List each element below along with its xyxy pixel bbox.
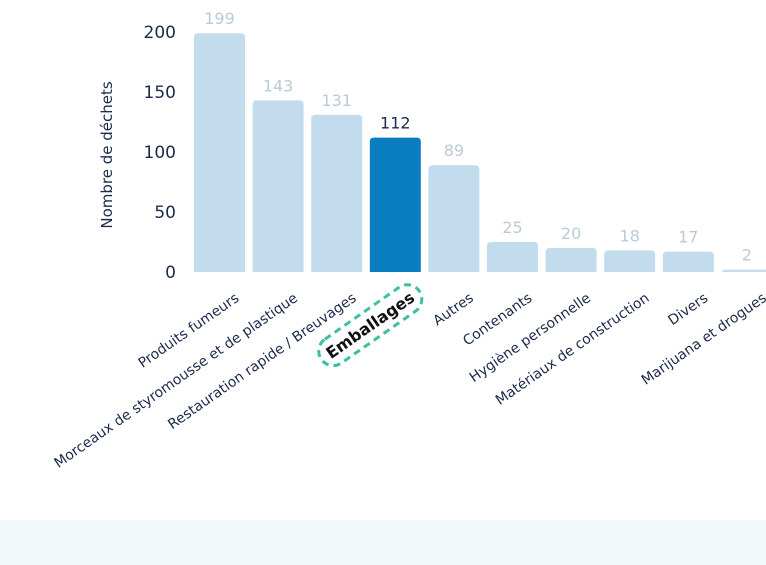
- category-label-group: Divers: [665, 290, 711, 329]
- category-label: Autres: [430, 290, 476, 329]
- category-label: Produits fumeurs: [136, 290, 243, 371]
- bar: [428, 165, 480, 272]
- category-label: Morceaux de styromousse et de plastique: [51, 290, 300, 471]
- data-label: 131: [321, 91, 352, 110]
- bar: [252, 100, 304, 273]
- category-label-group: Autres: [430, 290, 476, 329]
- y-tick-label: 200: [144, 23, 176, 43]
- data-labels: 199 143 131 112 89 25 20 18 17 2: [204, 9, 752, 264]
- bar: [311, 114, 363, 272]
- highlight-outline: [317, 283, 424, 368]
- bars: [194, 33, 766, 274]
- bar: [721, 269, 766, 274]
- data-label: 20: [561, 224, 581, 243]
- bar: [604, 250, 656, 272]
- data-label: 199: [204, 9, 235, 28]
- y-tick-label: 150: [144, 83, 176, 103]
- data-label: 112: [380, 114, 411, 133]
- highlighted-category: Emballages: [317, 283, 424, 368]
- bar: [487, 242, 538, 272]
- y-tick-label: 50: [154, 203, 176, 223]
- bar: [194, 33, 245, 273]
- category-label-group: Produits fumeurs: [136, 290, 243, 371]
- data-label: 17: [678, 228, 698, 247]
- footer-band: [0, 520, 766, 565]
- data-label: 18: [620, 226, 640, 245]
- data-label: 25: [502, 218, 522, 237]
- data-label: 89: [444, 141, 464, 160]
- data-label: 2: [742, 246, 752, 265]
- bar: [545, 248, 597, 272]
- data-label: 143: [263, 76, 294, 95]
- category-label: Divers: [665, 290, 711, 329]
- y-axis: 0 50 100 150 200: [144, 23, 176, 283]
- y-tick-label: 100: [144, 143, 176, 163]
- bar: [369, 137, 421, 272]
- y-tick-label: 0: [165, 263, 176, 283]
- category-label-group: Morceaux de styromousse et de plastique: [51, 290, 300, 471]
- y-axis-title: Nombre de déchets: [98, 81, 116, 228]
- bar: [662, 251, 714, 272]
